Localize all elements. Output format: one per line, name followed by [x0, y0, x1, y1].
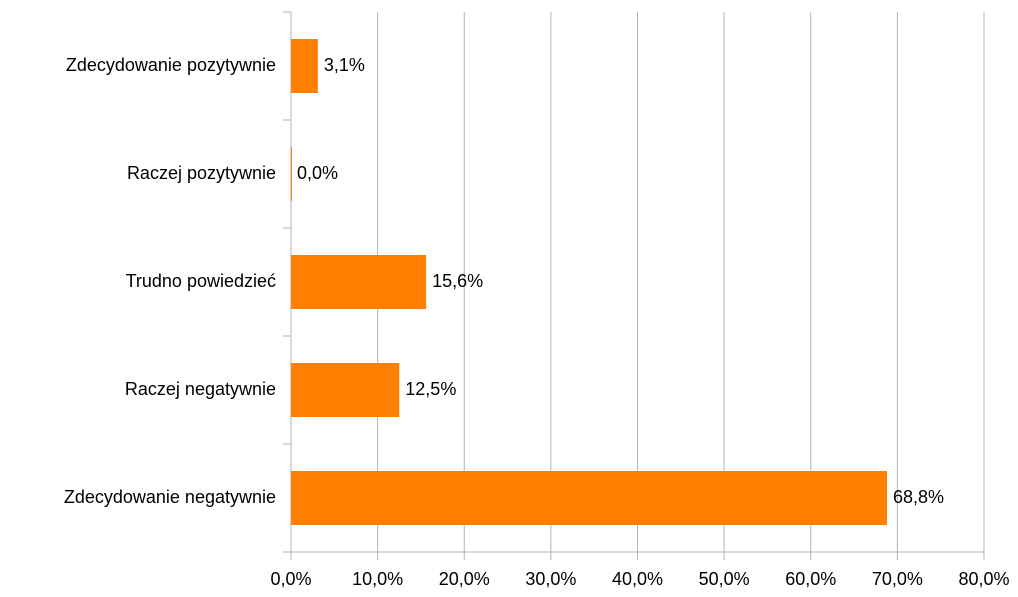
value-label: 12,5% — [405, 379, 456, 399]
value-label: 15,6% — [432, 271, 483, 291]
value-label: 3,1% — [324, 55, 365, 75]
y-tick-label: Zdecydowanie negatywnie — [64, 487, 276, 507]
x-tick-label: 20,0% — [439, 569, 490, 589]
x-tick-label: 80,0% — [958, 569, 1009, 589]
y-tick-label: Zdecydowanie pozytywnie — [66, 55, 276, 75]
x-tick-label: 40,0% — [612, 569, 663, 589]
bar — [291, 147, 292, 201]
x-tick-label: 60,0% — [785, 569, 836, 589]
bar — [291, 255, 427, 309]
x-tick-label: 50,0% — [699, 569, 750, 589]
y-tick-label: Raczej negatywnie — [125, 379, 276, 399]
x-tick-label: 0,0% — [270, 569, 311, 589]
value-label: 0,0% — [297, 163, 338, 183]
y-tick-label: Trudno powiedzieć — [126, 271, 276, 291]
bar — [291, 39, 318, 93]
y-tick-label: Raczej pozytywnie — [127, 163, 276, 183]
bar — [291, 471, 887, 525]
x-tick-label: 70,0% — [872, 569, 923, 589]
value-label: 68,8% — [893, 487, 944, 507]
bar — [291, 363, 400, 417]
x-tick-label: 10,0% — [352, 569, 403, 589]
x-tick-label: 30,0% — [525, 569, 576, 589]
